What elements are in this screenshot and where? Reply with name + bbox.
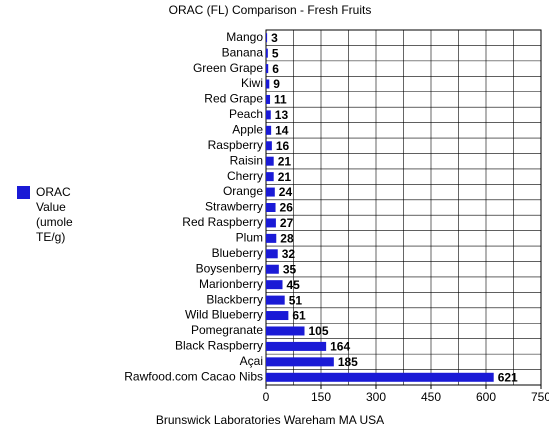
value-label: 185 [338, 355, 358, 369]
y-tick-label: Red Raspberry [182, 215, 263, 229]
x-tick-label: 750 [531, 390, 549, 404]
y-tick-label: Marionberry [199, 277, 263, 291]
value-label: 6 [272, 62, 279, 76]
y-tick-label: Mango [226, 30, 263, 44]
y-tick-label: Orange [223, 184, 263, 198]
value-label: 11 [274, 93, 287, 107]
bar [266, 249, 278, 259]
value-label: 45 [287, 278, 301, 292]
bar [266, 48, 268, 58]
bar [266, 94, 271, 104]
legend-swatch [17, 186, 30, 199]
y-tick-label: Blueberry [212, 246, 263, 260]
value-label: 21 [278, 170, 292, 184]
y-tick-label: Green Grape [193, 61, 263, 75]
value-label: 9 [273, 77, 280, 91]
y-tick-label: Kiwi [241, 76, 263, 90]
value-label: 24 [279, 185, 293, 199]
value-label: 35 [283, 262, 297, 276]
y-tick-label: Blackberry [206, 292, 263, 306]
bar [266, 79, 270, 89]
chart-title: ORAC (FL) Comparison - Fresh Fruits [169, 3, 372, 17]
y-tick-label: Banana [222, 45, 264, 59]
y-tick-label: Peach [229, 107, 263, 121]
bar [266, 33, 268, 43]
value-label: 21 [278, 154, 292, 168]
legend: ORAC Value (umole TE/g) [17, 185, 87, 245]
x-axis-label: Brunswick Laboratories Wareham MA USA [156, 413, 384, 427]
y-tick-label: Red Grape [204, 92, 263, 106]
bar [266, 264, 279, 274]
y-tick-label: Açai [240, 354, 263, 368]
x-tick-label: 150 [311, 390, 331, 404]
value-label: 5 [272, 46, 279, 60]
value-label: 27 [280, 216, 294, 230]
value-label: 26 [280, 201, 294, 215]
value-label: 16 [276, 139, 290, 153]
bar [266, 156, 274, 166]
y-tick-label: Plum [236, 231, 263, 245]
bar [266, 172, 274, 182]
x-tick-label: 450 [421, 390, 441, 404]
bar [266, 233, 277, 243]
value-label: 28 [280, 232, 294, 246]
value-label: 105 [309, 324, 329, 338]
x-tick-label: 300 [366, 390, 386, 404]
x-tick-label: 0 [263, 390, 270, 404]
y-tick-label: Wild Blueberry [185, 308, 263, 322]
bar [266, 372, 494, 382]
value-label: 14 [275, 123, 289, 137]
bar [266, 110, 271, 120]
y-tick-label: Apple [232, 122, 263, 136]
value-label: 61 [292, 309, 306, 323]
bar [266, 357, 334, 367]
y-tick-label: Cherry [227, 169, 263, 183]
bar [266, 326, 305, 336]
value-label: 3 [271, 31, 278, 45]
value-label: 13 [275, 108, 289, 122]
y-tick-label: Boysenberry [196, 261, 263, 275]
bar [266, 187, 275, 197]
bar [266, 280, 283, 290]
legend-label: ORAC Value (umole TE/g) [36, 185, 73, 244]
value-label: 51 [289, 293, 303, 307]
bar [266, 341, 327, 351]
bar [266, 295, 285, 305]
y-tick-label: Strawberry [205, 200, 263, 214]
bar [266, 141, 272, 151]
bar [266, 311, 289, 321]
value-label: 32 [282, 247, 296, 261]
bar [266, 125, 272, 135]
bar [266, 218, 276, 228]
bar [266, 64, 269, 74]
y-tick-label: Raspberry [208, 138, 263, 152]
y-tick-label: Rawfood.com Cacao Nibs [124, 369, 263, 383]
y-tick-label: Black Raspberry [175, 339, 263, 353]
value-label: 164 [330, 340, 350, 354]
bar [266, 203, 276, 212]
y-tick-label: Raisin [230, 153, 263, 167]
y-tick-label: Pomegranate [191, 323, 263, 337]
x-tick-label: 600 [476, 390, 496, 404]
value-label: 621 [498, 370, 518, 384]
